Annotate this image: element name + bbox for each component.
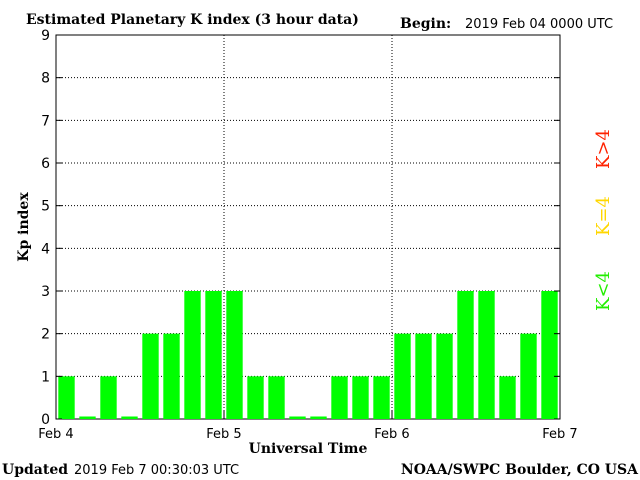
legend-k-greater-than-4: K>4: [593, 129, 614, 169]
kp-bar: [310, 416, 327, 419]
y-tick-label: 0: [41, 412, 50, 428]
kp-bar: [520, 333, 537, 419]
kp-bar: [436, 333, 453, 419]
y-tick-label: 3: [41, 284, 50, 300]
begin-value: 2019 Feb 04 0000 UTC: [465, 17, 613, 32]
kp-bar: [58, 376, 75, 419]
updated-value: 2019 Feb 7 00:30:03 UTC: [74, 463, 239, 478]
y-axis-ticks: 0 1 2 3 4 5 6 7 8 9: [41, 28, 560, 428]
kp-bar: [352, 376, 369, 419]
y-tick-label: 7: [41, 113, 50, 129]
kp-bar: [457, 291, 474, 419]
kp-bar: [331, 376, 348, 419]
x-axis-label: Universal Time: [249, 441, 368, 457]
kp-bar: [79, 416, 96, 419]
legend-k-equal-4: K=4: [593, 196, 614, 236]
x-tick-label: Feb 7: [542, 427, 577, 442]
kp-bar: [499, 376, 516, 419]
kp-bar: [142, 333, 159, 419]
x-axis-ticks: Feb 4 Feb 5 Feb 6 Feb 7: [38, 411, 578, 442]
y-tick-label: 4: [41, 241, 50, 257]
kp-bar: [100, 376, 117, 419]
y-tick-label: 1: [41, 369, 50, 385]
x-tick-label: Feb 6: [374, 427, 409, 442]
grid-lines: [56, 35, 560, 419]
kp-bar: [205, 291, 222, 419]
kp-bar: [373, 376, 390, 419]
kp-bar: [415, 333, 432, 419]
plot-area: [55, 34, 561, 420]
kp-bar: [268, 376, 285, 419]
y-tick-label: 6: [41, 156, 50, 172]
updated-label: Updated: [2, 462, 68, 478]
y-tick-label: 5: [41, 199, 50, 215]
kp-bar: [121, 416, 138, 419]
x-tick-label: Feb 4: [38, 427, 73, 442]
legend-k-less-than-4: K<4: [593, 271, 614, 311]
kp-bar: [478, 291, 495, 419]
bar-series: [58, 291, 558, 419]
x-tick-label: Feb 5: [206, 427, 241, 442]
kp-bar: [541, 291, 558, 419]
y-axis-label: Kp index: [16, 192, 32, 262]
y-tick-label: 8: [41, 71, 50, 87]
kp-bar: [184, 291, 201, 419]
y-tick-label: 2: [41, 327, 50, 343]
kp-bar: [247, 376, 264, 419]
kp-bar: [226, 291, 243, 419]
chart-title: Estimated Planetary K index (3 hour data…: [26, 12, 359, 28]
source-credit: NOAA/SWPC Boulder, CO USA: [401, 462, 639, 478]
begin-label: Begin:: [400, 16, 451, 32]
kp-bar: [163, 333, 180, 419]
y-tick-label: 9: [41, 28, 50, 44]
kp-bar: [289, 416, 306, 419]
kp-bar: [394, 333, 411, 419]
